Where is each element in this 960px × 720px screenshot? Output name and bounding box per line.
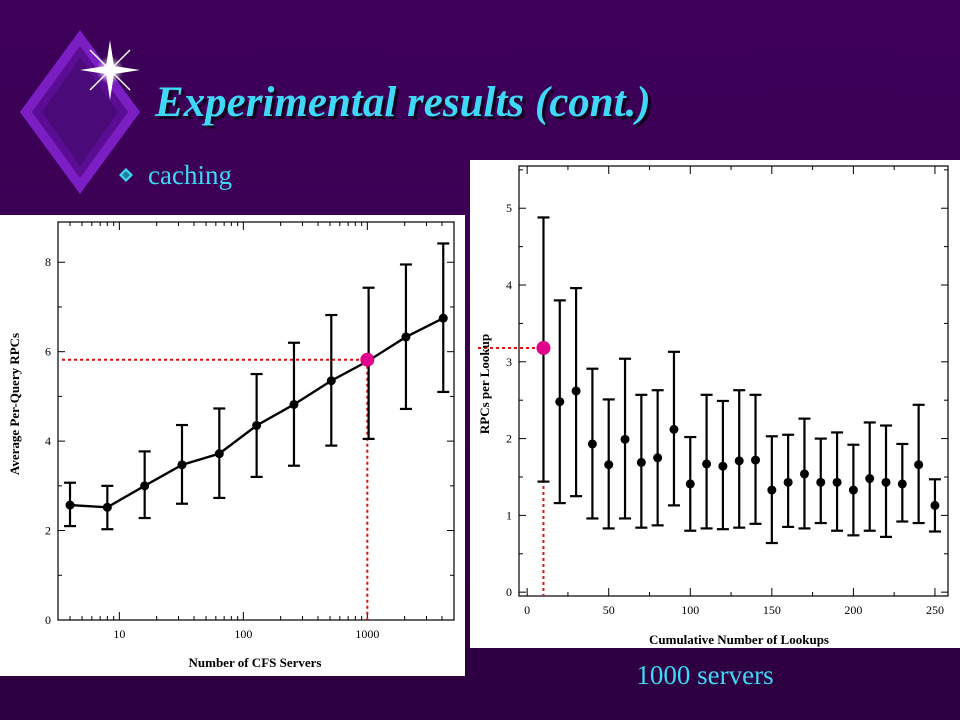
data-point bbox=[734, 456, 744, 466]
x-tick-label: 50 bbox=[603, 603, 615, 617]
data-point bbox=[604, 460, 614, 470]
data-point bbox=[832, 477, 842, 487]
data-point bbox=[897, 479, 907, 489]
y-axis-label: Average Per-Query RPCs bbox=[7, 333, 22, 475]
data-point bbox=[881, 477, 891, 487]
chart-rpcs-vs-servers: 0 2 4 6 8 10 100 1000 Number of CFS Servers Ave… bbox=[7, 221, 455, 670]
x-tick-label: 100 bbox=[234, 627, 252, 641]
plot-frame bbox=[57, 221, 455, 621]
decorative-diamond-star bbox=[20, 30, 140, 194]
plot-frame bbox=[518, 165, 949, 597]
highlight-marker bbox=[536, 340, 551, 355]
data-point bbox=[848, 485, 858, 495]
chart-panel-left: 0 2 4 6 8 10 100 1000 Number of CFS Servers Ave… bbox=[0, 215, 465, 676]
data-point bbox=[636, 457, 646, 467]
data-point bbox=[438, 313, 448, 323]
x-tick-label: 150 bbox=[763, 603, 781, 617]
chart-panel-right: 0 1 2 3 4 5 0 50 100 150 200 250 Cumulative Number … bbox=[470, 160, 960, 648]
x-tick-label: 100 bbox=[681, 603, 699, 617]
x-tick-label: 10 bbox=[113, 627, 125, 641]
y-tick-label: 6 bbox=[45, 345, 51, 359]
data-point bbox=[718, 461, 728, 471]
data-point bbox=[685, 479, 695, 489]
data-point bbox=[102, 502, 112, 512]
x-tick-label: 0 bbox=[524, 603, 530, 617]
data-point bbox=[252, 420, 262, 430]
y-tick-label: 1 bbox=[506, 508, 512, 522]
data-point bbox=[702, 459, 712, 469]
data-point bbox=[751, 455, 761, 465]
y-tick-label: 2 bbox=[45, 524, 51, 538]
bullet-diamond-icon bbox=[119, 168, 133, 182]
y-tick-label: 0 bbox=[506, 585, 512, 599]
data-point bbox=[865, 474, 875, 484]
x-tick-label: 1000 bbox=[355, 627, 379, 641]
data-point bbox=[930, 500, 940, 510]
data-point bbox=[401, 332, 411, 342]
data-point bbox=[140, 481, 150, 491]
highlight-marker bbox=[360, 352, 375, 367]
data-point bbox=[783, 477, 793, 487]
y-tick-label: 5 bbox=[506, 201, 512, 215]
data-point bbox=[326, 376, 336, 386]
y-tick-label: 4 bbox=[506, 278, 512, 292]
data-point bbox=[65, 500, 75, 510]
data-point bbox=[555, 397, 565, 407]
data-point bbox=[214, 449, 224, 459]
x-axis-label: Number of CFS Servers bbox=[189, 655, 322, 670]
y-tick-label: 0 bbox=[45, 613, 51, 627]
y-tick-label: 2 bbox=[506, 432, 512, 446]
data-point bbox=[669, 424, 679, 434]
data-point bbox=[177, 460, 187, 470]
bullet-text: caching bbox=[148, 159, 232, 190]
data-point bbox=[289, 399, 299, 409]
y-tick-label: 4 bbox=[45, 434, 51, 448]
y-tick-label: 3 bbox=[506, 355, 512, 369]
slide-title: Experimental results (cont.) bbox=[155, 79, 651, 126]
x-tick-label: 200 bbox=[844, 603, 862, 617]
y-tick-label: 8 bbox=[45, 255, 51, 269]
data-point bbox=[767, 485, 777, 495]
data-point bbox=[799, 469, 809, 479]
slide-caption: 1000 servers bbox=[636, 660, 774, 690]
x-axis-label: Cumulative Number of Lookups bbox=[649, 632, 829, 647]
y-axis-label: RPCs per Lookup bbox=[477, 334, 492, 434]
data-point bbox=[653, 453, 663, 463]
data-point bbox=[816, 477, 826, 487]
data-point bbox=[587, 439, 597, 449]
x-tick-label: 250 bbox=[926, 603, 944, 617]
data-point bbox=[620, 434, 630, 444]
bullet-item: caching bbox=[118, 157, 232, 193]
data-point bbox=[571, 386, 581, 396]
data-point bbox=[914, 460, 924, 470]
